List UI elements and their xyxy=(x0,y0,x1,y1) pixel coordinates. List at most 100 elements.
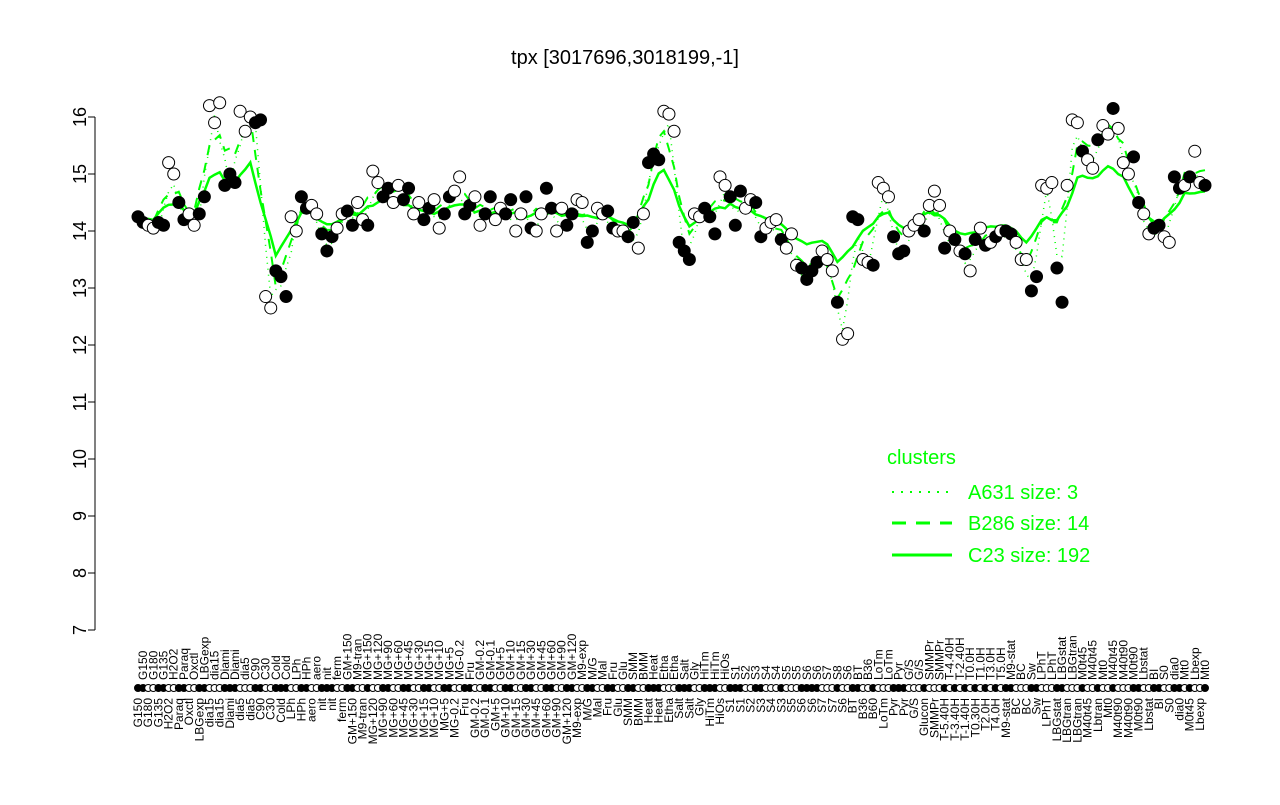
x-tick-label: HPh xyxy=(294,698,308,721)
x-tick-label: T-1.40H xyxy=(958,698,972,741)
x-tick-label: MG+15 xyxy=(422,640,436,680)
data-point xyxy=(233,104,247,118)
data-point xyxy=(1116,156,1130,170)
x-tick-label: GM+10 xyxy=(499,698,513,738)
x-tick-label: GM+15 xyxy=(514,640,528,680)
x-tick-label: MG-0.2 xyxy=(448,698,462,738)
x-tick-label: S2 xyxy=(739,665,753,680)
data-point xyxy=(963,264,977,278)
x-tick-label: M40t90 xyxy=(1116,640,1130,680)
cluster-lines xyxy=(137,113,1206,330)
data-point xyxy=(437,207,451,221)
data-point xyxy=(1070,116,1084,130)
x-tick-label: S6 xyxy=(805,698,819,713)
x-tick-label: MG+45 xyxy=(402,640,416,680)
x-tick-label: MG+150 xyxy=(361,633,375,680)
x-tick-label: Diami xyxy=(223,698,237,729)
data-point xyxy=(948,233,962,247)
data-point xyxy=(534,207,548,221)
x-tick-label: B36 xyxy=(861,658,875,680)
x-tick-label: Fru xyxy=(463,662,477,680)
x-tick-label: GM+150 xyxy=(345,698,359,745)
x-tick-label: T1.0H xyxy=(973,647,987,680)
x-tick-label: B60 xyxy=(866,698,880,720)
x-tick-label: MG+5 xyxy=(437,698,451,731)
x-tick-label: Glu xyxy=(611,698,625,717)
data-point xyxy=(881,190,895,204)
x-axis: G150G150G180G180G135G135H2O2H2O2ParaqPar… xyxy=(131,633,1212,744)
x-tick-label: BC xyxy=(1019,698,1033,715)
data-point xyxy=(310,207,324,221)
data-point xyxy=(448,184,462,198)
x-tick-label: LPh xyxy=(289,659,303,680)
x-tick-label: MG+30 xyxy=(407,698,421,738)
x-tick-label: Glu xyxy=(616,661,630,680)
x-tick-label: LPhT xyxy=(1040,697,1054,726)
x-tick-label: BMM xyxy=(631,698,645,726)
data-point xyxy=(228,176,242,190)
x-tick-label: aero xyxy=(310,656,324,680)
data-point xyxy=(499,207,513,221)
data-point xyxy=(667,124,681,138)
x-tick-label: dia5 xyxy=(238,657,252,680)
x-tick-label: LBGstat xyxy=(1050,697,1064,741)
data-point xyxy=(887,230,901,244)
x-tick-label: Paraq xyxy=(177,648,191,680)
x-tick-label: S3 xyxy=(774,698,788,713)
x-tick-label: S7 xyxy=(820,665,834,680)
data-point xyxy=(504,193,518,207)
data-point xyxy=(723,190,737,204)
x-tick-label: S6 xyxy=(800,665,814,680)
x-tick-label: C30 xyxy=(259,658,273,680)
data-point xyxy=(187,218,201,232)
x-tick-label: HiOs xyxy=(718,653,732,680)
x-tick-label: GM-0.1 xyxy=(478,698,492,738)
data-point xyxy=(361,218,375,232)
y-tick-label: 15 xyxy=(70,164,90,184)
data-point xyxy=(320,244,334,258)
x-tick-label: MG+30 xyxy=(412,640,426,680)
data-point xyxy=(192,207,206,221)
x-tick-label: M9-stat xyxy=(1004,639,1018,680)
x-tick-label: LBGtran xyxy=(1070,698,1084,743)
data-point xyxy=(1091,133,1105,147)
x-tick-label: MG+90 xyxy=(376,698,390,738)
data-point xyxy=(1198,178,1212,192)
x-tick-label: LPhT xyxy=(1045,651,1059,680)
x-tick-label: S4 xyxy=(769,665,783,680)
x-tick-label: S0 xyxy=(1162,698,1176,713)
data-point xyxy=(453,170,467,184)
data-point xyxy=(1132,196,1146,209)
x-tick-label: MG+45 xyxy=(396,698,410,738)
x-tick-label: S8 xyxy=(830,665,844,680)
x-tick-label: Etha xyxy=(662,698,676,723)
x-tick-label: GM+90 xyxy=(555,640,569,680)
x-tick-label: Diami xyxy=(218,649,232,680)
x-tick-label: T4.0H xyxy=(989,698,1003,731)
data-point xyxy=(197,190,211,204)
x-tick-label: T-4.40H xyxy=(943,637,957,680)
data-point xyxy=(1111,121,1125,135)
x-tick-label: GM+30 xyxy=(519,698,533,738)
data-point xyxy=(427,193,441,207)
data-point xyxy=(1024,284,1038,298)
data-point xyxy=(366,164,380,178)
x-tick-label: G/S xyxy=(907,698,921,719)
x-tick-label: M9-exp xyxy=(570,698,584,738)
x-tick-label: T0.30H xyxy=(968,698,982,737)
data-point xyxy=(539,181,553,195)
data-point xyxy=(550,224,564,238)
x-tick-label: S6 xyxy=(810,665,824,680)
x-tick-label: S1 xyxy=(723,698,737,713)
x-tick-label: T0.0H xyxy=(963,647,977,680)
y-tick-label: 10 xyxy=(70,449,90,469)
x-tick-label: G135 xyxy=(157,650,171,680)
data-point xyxy=(933,198,947,212)
x-tick-label: GM+60 xyxy=(545,640,559,680)
x-tick-label: BT xyxy=(851,664,865,680)
data-point xyxy=(1121,167,1135,181)
data-point xyxy=(483,190,497,204)
x-tick-label: SMMPr xyxy=(922,640,936,680)
x-tick-label: M40t45 xyxy=(1106,640,1120,680)
data-point xyxy=(621,230,635,244)
